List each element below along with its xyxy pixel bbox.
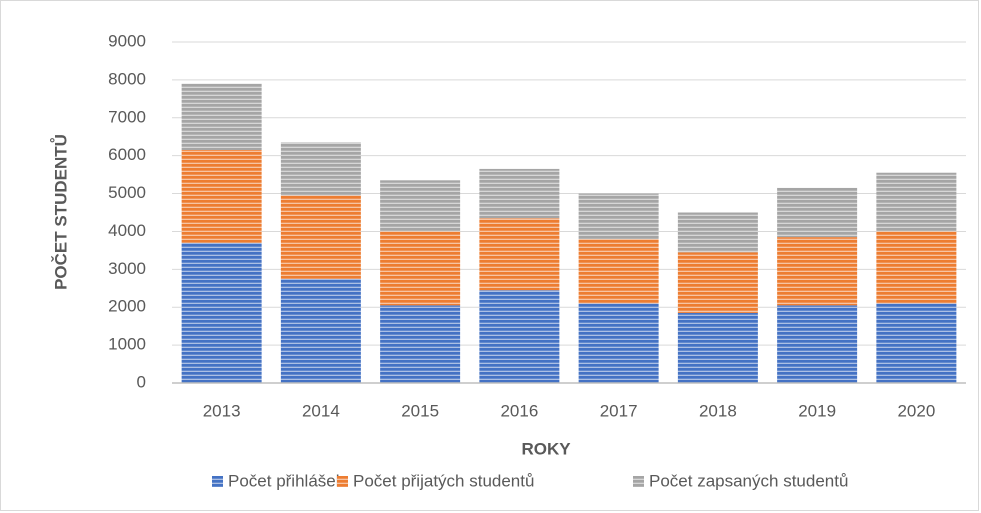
y-tick-label: 7000 [108,107,146,126]
bar-segment [181,242,262,383]
bar-segment [578,239,659,304]
bar-segment [777,305,858,383]
legend-swatch [633,476,644,487]
legend-swatch [212,476,223,487]
bar-segment [578,193,659,240]
x-axis-label: ROKY [521,439,571,458]
bar-segment [479,290,560,383]
bar-segment [280,142,361,196]
x-tick-label: 2015 [401,401,439,420]
x-tick-label: 2020 [897,401,935,420]
x-tick-label: 2019 [798,401,836,420]
bar-segment [578,303,659,383]
x-tick-label: 2013 [203,401,241,420]
bar-segment [479,218,560,291]
legend-label: Počet přijatých studentů [353,471,534,490]
bar-segment [677,252,758,313]
bar-segment [876,172,957,232]
y-tick-label: 8000 [108,69,146,88]
y-tick-label: 1000 [108,335,146,354]
bar-segment [380,180,461,232]
bar-segment [380,231,461,306]
bar-segment [380,305,461,383]
y-tick-label: 6000 [108,145,146,164]
bar-segment [876,303,957,383]
y-tick-label: 4000 [108,221,146,240]
x-tick-label: 2017 [600,401,638,420]
legend-swatch [337,476,348,487]
bar-segment [181,149,262,243]
y-axis-label: POČET STUDENTŮ [50,134,70,290]
y-tick-label: 3000 [108,259,146,278]
bar-segment [280,195,361,279]
y-tick-label: 0 [137,372,146,391]
legend-label: Počet zapsaných studentů [649,471,848,490]
bar-segment [280,278,361,383]
bar-segment [181,83,262,150]
bar-segment [677,212,758,253]
x-tick-label: 2016 [500,401,538,420]
bar-segment [479,168,560,219]
y-tick-label: 9000 [108,31,146,50]
bar-segment [777,237,858,306]
legend-label: Počet přihlášek [228,471,345,490]
y-tick-label: 5000 [108,183,146,202]
bar-segment [677,312,758,383]
bar-segment [777,187,858,238]
bar-segment [876,231,957,304]
y-tick-label: 2000 [108,297,146,316]
x-tick-label: 2014 [302,401,340,420]
x-tick-label: 2018 [699,401,737,420]
